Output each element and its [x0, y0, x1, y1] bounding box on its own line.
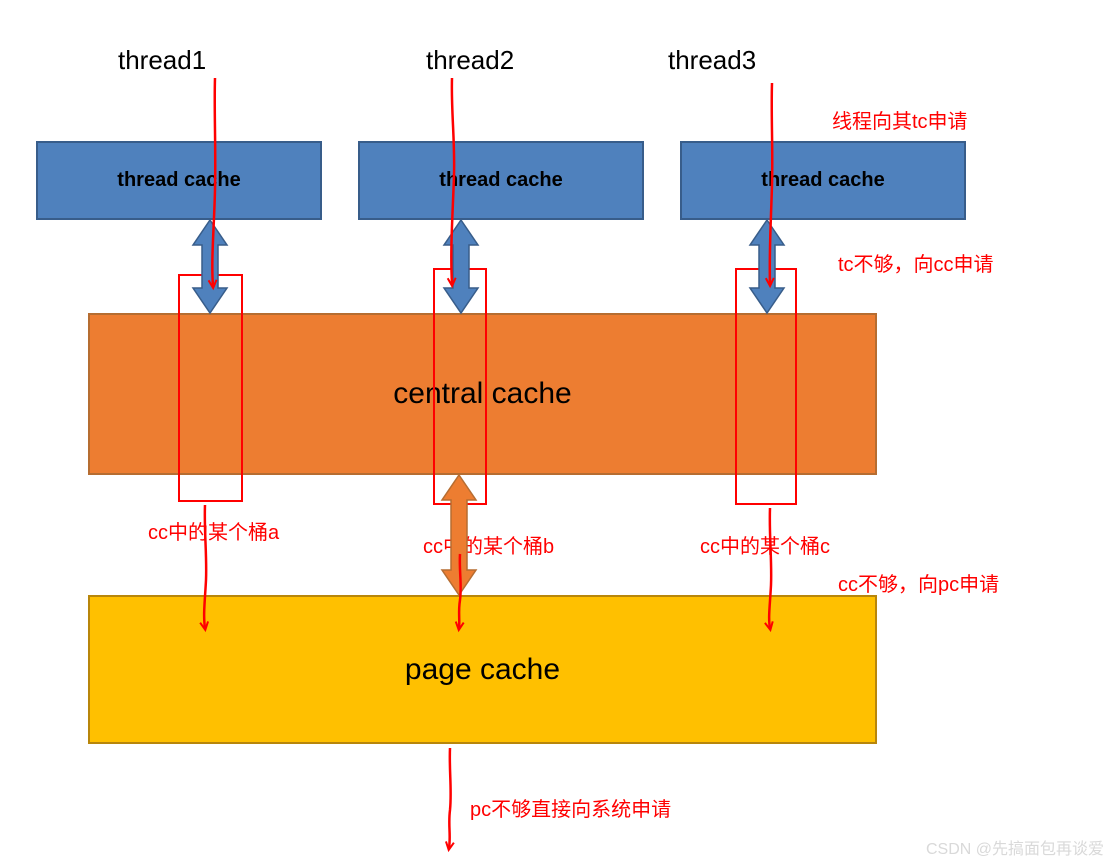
tc2-label: thread cache — [439, 169, 562, 192]
anno-bucket-b: cc中的某个桶b — [423, 530, 554, 559]
anno-cc-request: tc不够，向cc申请 — [838, 248, 994, 277]
pc-label: page cache — [405, 653, 560, 687]
bucket-a-rect — [178, 274, 243, 502]
bucket-b-rect — [433, 268, 487, 505]
thread-cache-3: thread cache — [680, 141, 966, 220]
red-arrow-pc-down — [449, 748, 451, 848]
thread3-label: thread3 — [668, 45, 756, 76]
bucket-c-rect — [735, 268, 797, 505]
anno-bucket-a: cc中的某个桶a — [148, 516, 279, 545]
anno-tc-request: 线程向其tc申请 — [832, 105, 968, 134]
anno-bucket-c: cc中的某个桶c — [700, 530, 830, 559]
anno-sys-request: pc不够直接向系统申请 — [470, 793, 671, 822]
thread2-label: thread2 — [426, 45, 514, 76]
page-cache: page cache — [88, 595, 877, 744]
tc3-label: thread cache — [761, 169, 884, 192]
watermark: CSDN @先搞面包再谈爱 — [926, 835, 1104, 859]
thread-cache-1: thread cache — [36, 141, 322, 220]
thread1-label: thread1 — [118, 45, 206, 76]
tc1-label: thread cache — [117, 169, 240, 192]
thread-cache-2: thread cache — [358, 141, 644, 220]
anno-pc-request: cc不够，向pc申请 — [838, 568, 999, 597]
